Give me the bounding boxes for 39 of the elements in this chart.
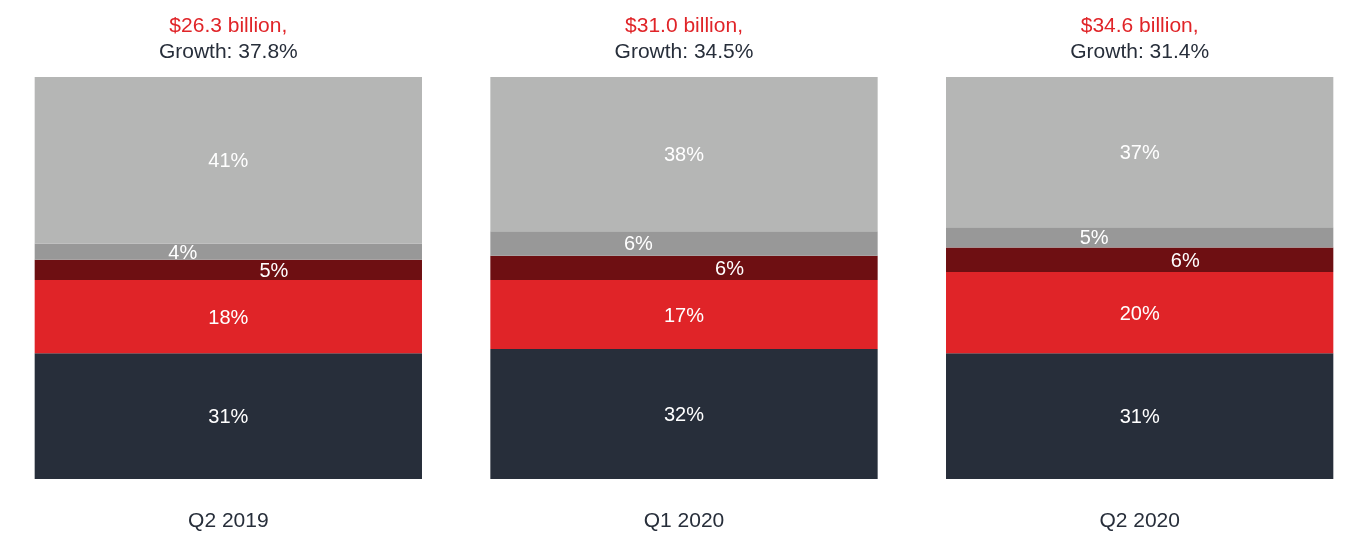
data-label: 31% bbox=[208, 405, 249, 428]
data-label: 41% bbox=[208, 149, 249, 172]
bar bbox=[490, 76, 878, 232]
annotation: $31.0 billion, bbox=[625, 13, 743, 37]
annotation: $26.3 billion, bbox=[169, 13, 288, 37]
x-tick-label: Q2 2019 bbox=[188, 507, 269, 531]
data-label: 38% bbox=[663, 143, 705, 166]
data-label: 18% bbox=[208, 305, 249, 328]
data-label: 5% bbox=[259, 258, 289, 281]
bar bbox=[490, 349, 878, 480]
bar bbox=[490, 255, 878, 281]
bar bbox=[946, 247, 1334, 272]
x-tick-label: Q2 2020 bbox=[1099, 507, 1180, 531]
annotation: Growth: 31.4% bbox=[1070, 39, 1210, 63]
data-label: 32% bbox=[663, 403, 705, 426]
bar bbox=[34, 259, 422, 281]
bar bbox=[34, 243, 422, 260]
data-label: 5% bbox=[1079, 226, 1109, 249]
data-label: 4% bbox=[168, 240, 198, 263]
data-label: 37% bbox=[1119, 141, 1160, 164]
bar bbox=[946, 353, 1334, 480]
data-label: 31% bbox=[1119, 405, 1160, 428]
bar bbox=[34, 353, 422, 480]
bar bbox=[34, 76, 422, 244]
bar bbox=[946, 76, 1334, 228]
data-label: 20% bbox=[1119, 301, 1160, 324]
annotation: $34.6 billion, bbox=[1080, 13, 1199, 37]
annotation: Growth: 34.5% bbox=[614, 39, 754, 63]
bar bbox=[34, 280, 422, 354]
bar bbox=[490, 280, 878, 350]
bar bbox=[946, 227, 1334, 248]
x-tick-label: Q1 2020 bbox=[643, 507, 725, 531]
data-label: 6% bbox=[623, 232, 654, 255]
data-label: 17% bbox=[663, 303, 705, 326]
annotation: Growth: 37.8% bbox=[158, 39, 298, 63]
data-label: 6% bbox=[715, 256, 745, 279]
bar bbox=[946, 271, 1334, 354]
bar bbox=[490, 231, 878, 256]
data-label: 6% bbox=[1170, 248, 1200, 271]
